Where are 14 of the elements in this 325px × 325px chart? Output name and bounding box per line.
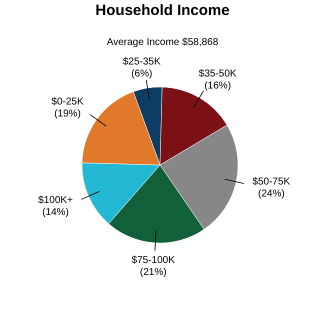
slice-label: $75-100K (132, 254, 176, 266)
slice-label: $0-25K (51, 96, 84, 108)
chart-title: Household Income (95, 2, 230, 19)
data-label: (24%) (258, 188, 285, 200)
chart-subtitle: Average Income $58,868 (106, 37, 219, 48)
data-label: (16%) (204, 80, 232, 92)
slice-label: $50-75K (252, 176, 291, 188)
slice-label: $25-35K (122, 56, 162, 68)
data-label: (6%) (131, 68, 152, 80)
data-label: (21%) (140, 266, 167, 278)
data-label: (14%) (42, 207, 69, 218)
slice-label: $35-50K (198, 68, 237, 80)
slice-label: $100K+ (38, 195, 74, 206)
data-label: (19%) (54, 108, 81, 120)
